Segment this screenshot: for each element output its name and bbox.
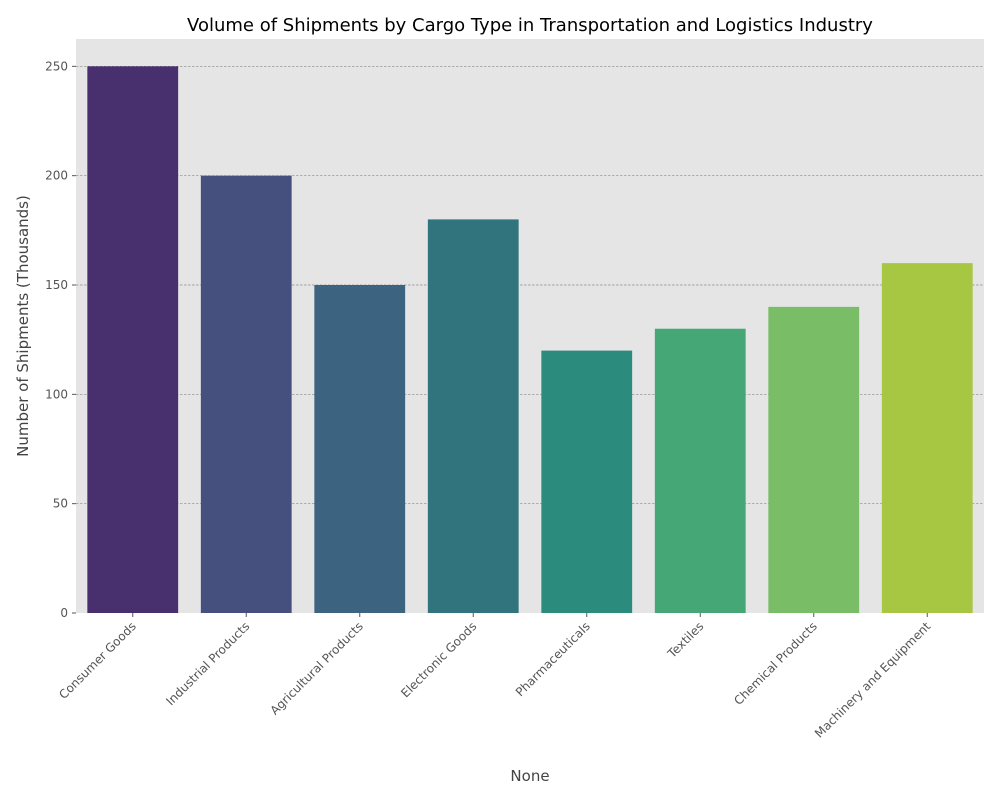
bar-7 xyxy=(881,263,973,613)
x-tick-label-4: Pharmaceuticals xyxy=(513,619,593,699)
x-tick-label-6: Chemical Products xyxy=(731,619,820,708)
bar-0 xyxy=(87,66,179,614)
x-tick-label-0: Consumer Goods xyxy=(56,619,139,702)
y-tick-label-5: 250 xyxy=(45,59,68,73)
y-tick-label-4: 200 xyxy=(45,169,68,183)
y-tick-label-2: 100 xyxy=(45,387,68,401)
x-axis-ticks: Consumer Goods Industrial Products Agricul… xyxy=(56,613,934,741)
bar-5 xyxy=(654,328,746,613)
bar-1 xyxy=(200,175,292,613)
x-tick-label-5: Textiles xyxy=(664,619,706,661)
y-axis-ticks: 0 50 100 150 200 250 xyxy=(45,59,76,620)
x-axis-label: None xyxy=(510,767,549,785)
bar-3 xyxy=(427,219,519,613)
x-tick-label-3: Electronic Goods xyxy=(398,619,479,700)
bar-6 xyxy=(768,306,860,613)
y-axis-label: Number of Shipments (Thousands) xyxy=(14,195,32,457)
chart-title: Volume of Shipments by Cargo Type in Tra… xyxy=(187,15,873,36)
bars xyxy=(87,66,973,614)
x-tick-label-1: Industrial Products xyxy=(163,619,252,708)
bar-2 xyxy=(314,285,406,613)
bar-4 xyxy=(541,350,633,613)
y-tick-label-3: 150 xyxy=(45,278,68,292)
x-tick-label-7: Machinery and Equipment xyxy=(812,619,934,741)
y-tick-label-1: 50 xyxy=(53,497,68,511)
y-tick-label-0: 0 xyxy=(60,606,68,620)
x-tick-label-2: Agricultural Products xyxy=(267,619,365,717)
